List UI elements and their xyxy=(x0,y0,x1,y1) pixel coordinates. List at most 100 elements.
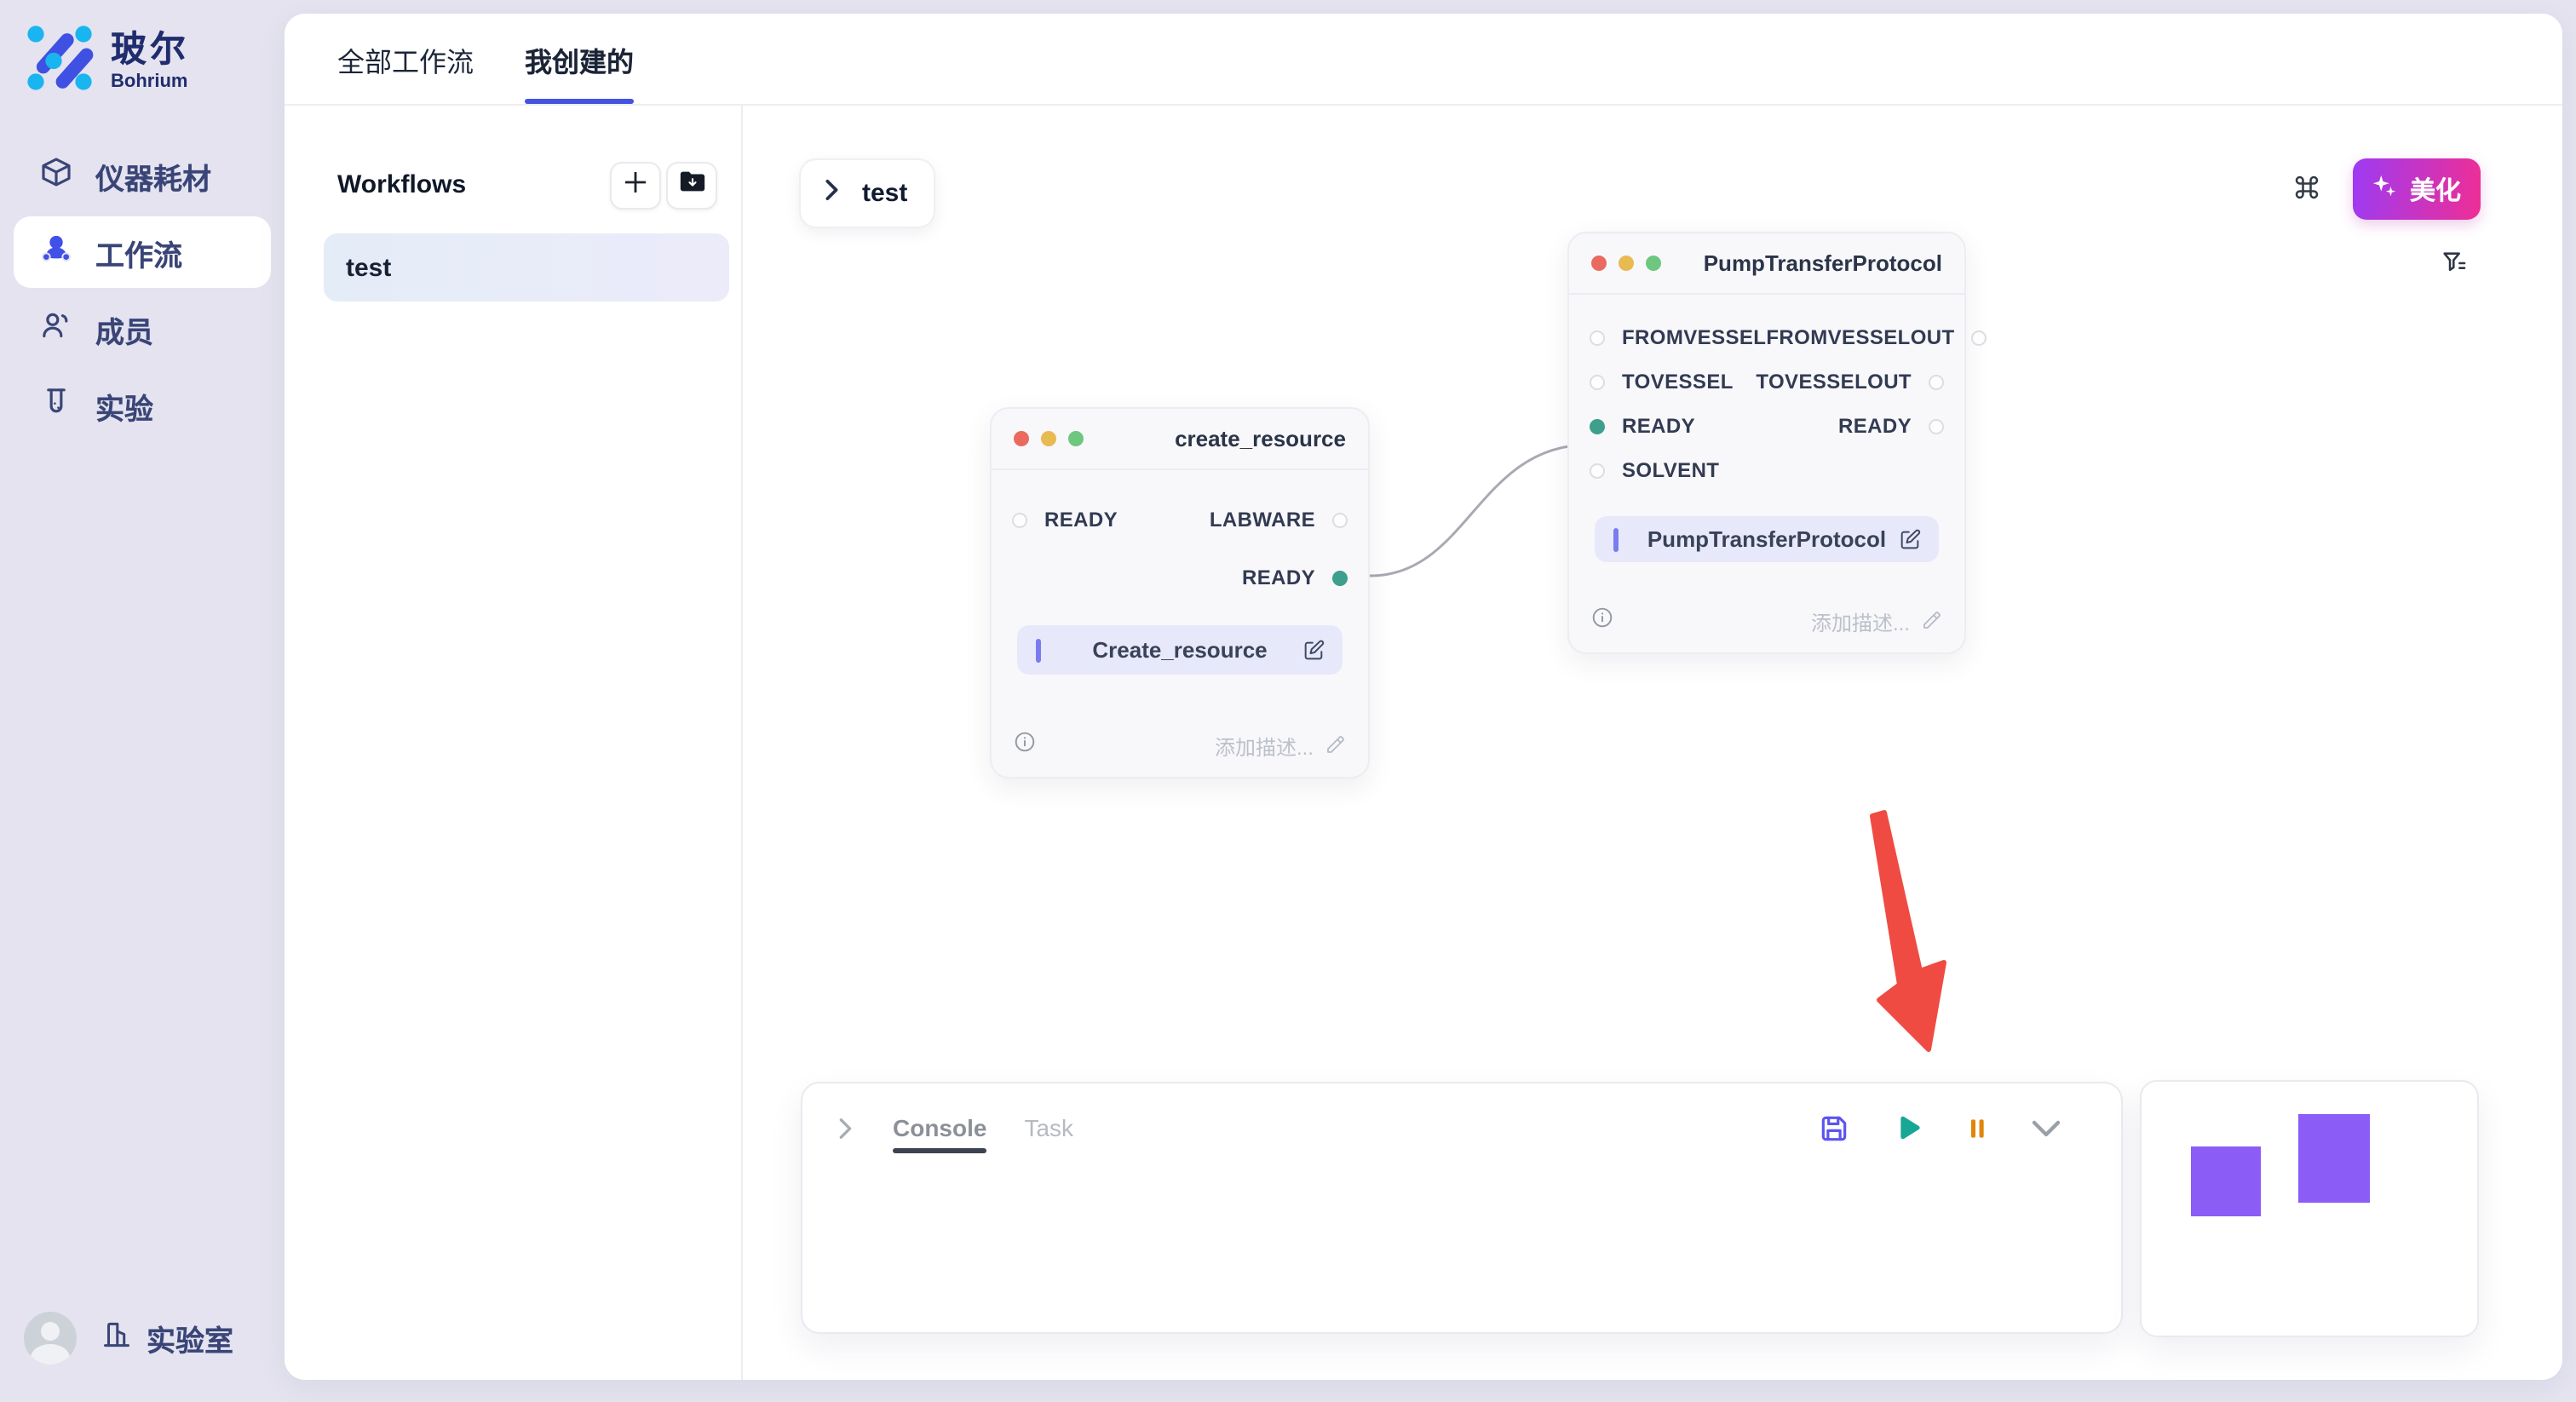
port-circle-connected-icon xyxy=(1590,418,1605,434)
output-port-ready[interactable]: READY xyxy=(1242,566,1348,589)
test-tube-icon xyxy=(39,384,73,427)
input-port-solvent[interactable]: SOLVENT xyxy=(1590,458,1719,482)
node-description[interactable]: 添加描述... xyxy=(1215,732,1346,761)
folder-download-icon xyxy=(677,169,706,203)
port-circle-icon xyxy=(1590,374,1605,389)
minimap-node-create-resource xyxy=(2191,1146,2261,1216)
console-tab-label: Console xyxy=(893,1113,987,1141)
import-folder-button[interactable] xyxy=(666,162,717,210)
port-label: TOVESSEL xyxy=(1622,370,1734,394)
port-circle-icon xyxy=(1590,330,1605,345)
breadcrumb[interactable]: test xyxy=(801,160,934,227)
breadcrumb-label: test xyxy=(862,179,908,208)
pencil-icon xyxy=(1922,609,1942,635)
tab-created-by-me[interactable]: 我创建的 xyxy=(525,14,635,104)
filter-funnel-icon xyxy=(2440,249,2469,286)
port-circle-connected-icon xyxy=(1332,570,1348,585)
workflow-list-item[interactable]: test xyxy=(324,233,729,302)
port-label: SOLVENT xyxy=(1622,458,1720,482)
pencil-icon xyxy=(1325,733,1346,759)
port-label: READY xyxy=(1837,414,1912,438)
node-create-resource[interactable]: create_resource READY LABWARE xyxy=(990,407,1370,779)
node-header: create_resource xyxy=(992,409,1368,470)
save-button[interactable] xyxy=(1818,1112,1850,1144)
beautify-button[interactable]: 美化 xyxy=(2353,158,2481,220)
output-port-fromvesselout[interactable]: FROMVESSELOUT xyxy=(1766,325,1987,349)
description-placeholder: 添加描述... xyxy=(1810,611,1910,635)
building-icon xyxy=(101,1318,133,1359)
node-pump-transfer-protocol[interactable]: PumpTransferProtocol FROMVESSEL FROMVESS… xyxy=(1567,232,1987,654)
workspace-switcher[interactable]: 实验室 xyxy=(101,1317,233,1359)
port-label: FROMVESSEL xyxy=(1622,325,1767,349)
traffic-light-icons xyxy=(1014,431,1084,446)
sidebar-item-label: 实验 xyxy=(95,393,153,425)
port-circle-icon xyxy=(1332,512,1348,527)
info-icon[interactable] xyxy=(1014,731,1036,761)
node-header: PumpTransferProtocol xyxy=(1569,233,1964,295)
node-description[interactable]: 添加描述... xyxy=(1811,607,1942,636)
workflow-name: test xyxy=(346,253,392,282)
task-tab[interactable]: Task xyxy=(1024,1113,1073,1152)
info-icon[interactable] xyxy=(1591,606,1613,637)
avatar[interactable] xyxy=(24,1312,77,1365)
input-port-fromvessel[interactable]: FROMVESSEL xyxy=(1590,325,1766,349)
node-title: create_resource xyxy=(1175,426,1346,451)
input-port-ready[interactable]: READY xyxy=(1590,414,1695,438)
chevron-right-icon xyxy=(823,179,840,208)
main-panel: 全部工作流 我创建的 Workflows xyxy=(285,14,2562,1380)
console-panel: Console Task xyxy=(801,1082,2123,1334)
minimap[interactable] xyxy=(2140,1080,2479,1337)
workflow-canvas[interactable]: test create_resource READY xyxy=(743,106,2562,1380)
port-label: READY xyxy=(1044,508,1118,531)
workflow-list-panel: Workflows xyxy=(285,106,743,1380)
port-label: TOVESSELOUT xyxy=(1756,370,1912,394)
plus-icon xyxy=(624,170,647,202)
output-port-tovesselout[interactable]: TOVESSELOUT xyxy=(1756,370,1944,394)
collapse-chevron-icon[interactable] xyxy=(837,1117,854,1149)
node-action-button[interactable]: PumpTransferProtocol xyxy=(1595,516,1939,562)
workspace-label: 实验室 xyxy=(147,1325,233,1358)
sidebar-item-label: 成员 xyxy=(95,316,153,348)
sidebar-menu: 仪器耗材 工作流 xyxy=(14,140,271,446)
console-tab[interactable]: Console xyxy=(893,1113,987,1152)
input-port-ready[interactable]: READY xyxy=(1012,508,1118,531)
port-circle-icon xyxy=(1590,463,1605,478)
sidebar-item-experiments[interactable]: 实验 xyxy=(14,370,271,441)
sidebar-item-members[interactable]: 成员 xyxy=(14,293,271,365)
sidebar-item-label: 仪器耗材 xyxy=(95,163,211,195)
edit-icon[interactable] xyxy=(1302,638,1325,662)
sidebar-item-instruments[interactable]: 仪器耗材 xyxy=(14,140,271,211)
run-button[interactable] xyxy=(1889,1111,1923,1145)
port-circle-icon xyxy=(1012,512,1027,527)
edit-icon[interactable] xyxy=(1898,527,1922,551)
node-footer: 添加描述... xyxy=(1014,731,1346,761)
pause-button[interactable] xyxy=(1963,1113,1992,1142)
node-footer: 添加描述... xyxy=(1591,606,1942,637)
tab-label: 我创建的 xyxy=(525,49,635,78)
add-workflow-button[interactable] xyxy=(610,162,661,210)
chevron-down-icon[interactable] xyxy=(2031,1118,2061,1137)
port-label: READY xyxy=(1241,566,1315,589)
output-port-labware[interactable]: LABWARE xyxy=(1210,508,1348,531)
action-label: PumpTransferProtocol xyxy=(1647,526,1887,552)
port-label: LABWARE xyxy=(1209,508,1315,531)
sidebar-item-label: 工作流 xyxy=(95,239,182,272)
tab-all-workflows[interactable]: 全部工作流 xyxy=(337,14,474,104)
input-port-tovessel[interactable]: TOVESSEL xyxy=(1590,370,1734,394)
node-action-button[interactable]: Create_resource xyxy=(1017,625,1343,675)
output-port-ready[interactable]: READY xyxy=(1838,414,1944,438)
filter-nodes-button[interactable] xyxy=(2440,249,2469,286)
command-palette-button[interactable] xyxy=(2291,172,2322,211)
top-tabs: 全部工作流 我创建的 xyxy=(285,14,2562,106)
port-circle-icon xyxy=(1971,330,1987,345)
sidebar: 玻尔 Bohrium 仪器耗材 xyxy=(0,0,285,1402)
command-icon xyxy=(2291,172,2322,211)
edge-create-to-pump xyxy=(1369,443,1590,577)
task-tab-label: Task xyxy=(1024,1113,1074,1141)
minimap-node-pump-transfer xyxy=(2298,1114,2370,1203)
port-label: FROMVESSELOUT xyxy=(1766,325,1955,349)
box-icon xyxy=(39,154,73,197)
sidebar-item-workflow[interactable]: 工作流 xyxy=(14,216,271,288)
workflow-panel-title: Workflows xyxy=(337,170,467,199)
